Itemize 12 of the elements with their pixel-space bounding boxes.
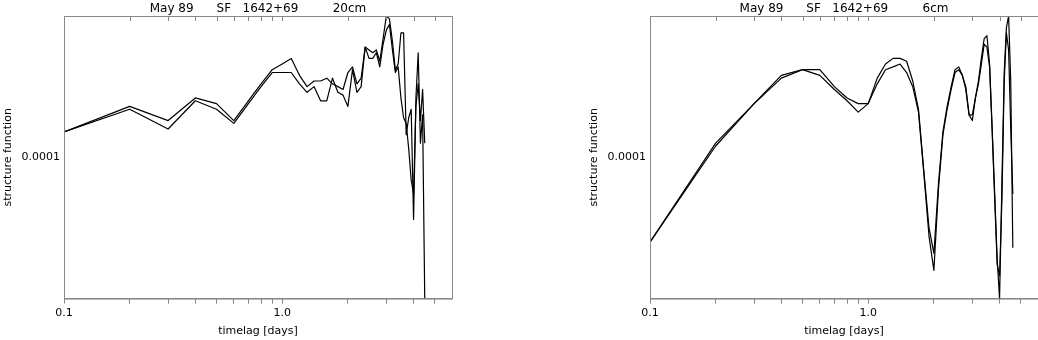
x-tick-label: 1.0 [273, 306, 291, 320]
chart-title: May 89 SF 1642+69 20cm [149, 1, 367, 16]
y-axis-title: structure function [587, 108, 601, 207]
text: 0.0001 [607, 150, 646, 164]
text: 0.0001 [21, 150, 60, 164]
x-tick-label: 1.0 [859, 306, 877, 320]
y-axis-title: structure function [1, 108, 15, 207]
x-axis-title: timelag [days] [804, 324, 884, 338]
x-tick-label: 0.1 [55, 306, 73, 320]
x-tick-label: 0.1 [641, 306, 659, 320]
chart-title: May 89 SF 1642+69 6cm [739, 1, 949, 16]
x-axis-title: timelag [days] [218, 324, 298, 338]
